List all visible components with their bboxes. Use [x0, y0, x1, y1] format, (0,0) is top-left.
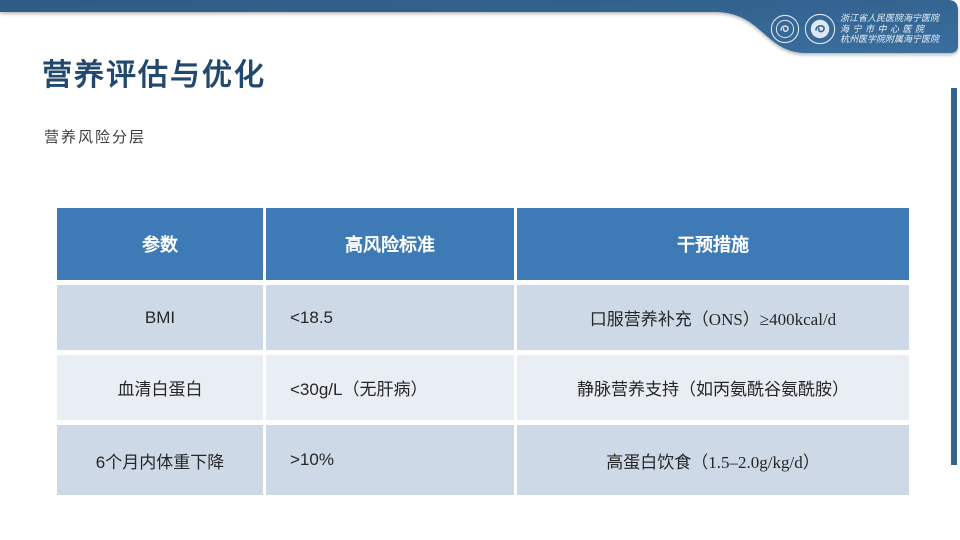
hospital-name-line3: 杭州医学院附属海宁医院	[840, 34, 940, 45]
table-cell: 6个月内体重下降	[57, 425, 263, 495]
table-cell: <30g/L（无肝病）	[266, 355, 514, 420]
column-header-high-risk: 高风险标准	[266, 208, 514, 280]
banner-shape	[0, 0, 958, 53]
table-cell: BMI	[57, 285, 263, 350]
top-banner	[0, 0, 958, 53]
page-title: 营养评估与优化	[42, 59, 266, 92]
nutrition-risk-table: 参数 高风险标准 干预措施 BMI <18.5 口服营养补充（ONS）≥400k…	[57, 208, 909, 495]
column-header-intervention: 干预措施	[517, 208, 909, 280]
table-cell: <18.5	[266, 285, 514, 350]
section-subtitle: 营养风险分层	[44, 130, 147, 146]
right-accent-bar	[951, 88, 957, 465]
hospital-name-line2: 海宁市中心医院	[840, 23, 928, 34]
column-header-parameter: 参数	[57, 208, 263, 280]
table-cell: 血清白蛋白	[57, 355, 263, 420]
table-cell: 静脉营养支持（如丙氨酰谷氨酰胺）	[517, 355, 909, 420]
table-cell: >10%	[266, 425, 514, 495]
hospital-seal-icon	[770, 14, 800, 44]
hospital-name-line1: 浙江省人民医院海宁医院	[840, 13, 940, 24]
hospital-identity: 浙江省人民医院海宁医院 海宁市中心医院 杭州医学院附属海宁医院	[770, 10, 952, 48]
hospital-seal-icon	[804, 13, 836, 45]
table-cell: 高蛋白饮食（1.5–2.0g/kg/d）	[517, 425, 909, 495]
table-cell: 口服营养补充（ONS）≥400kcal/d	[517, 285, 909, 350]
